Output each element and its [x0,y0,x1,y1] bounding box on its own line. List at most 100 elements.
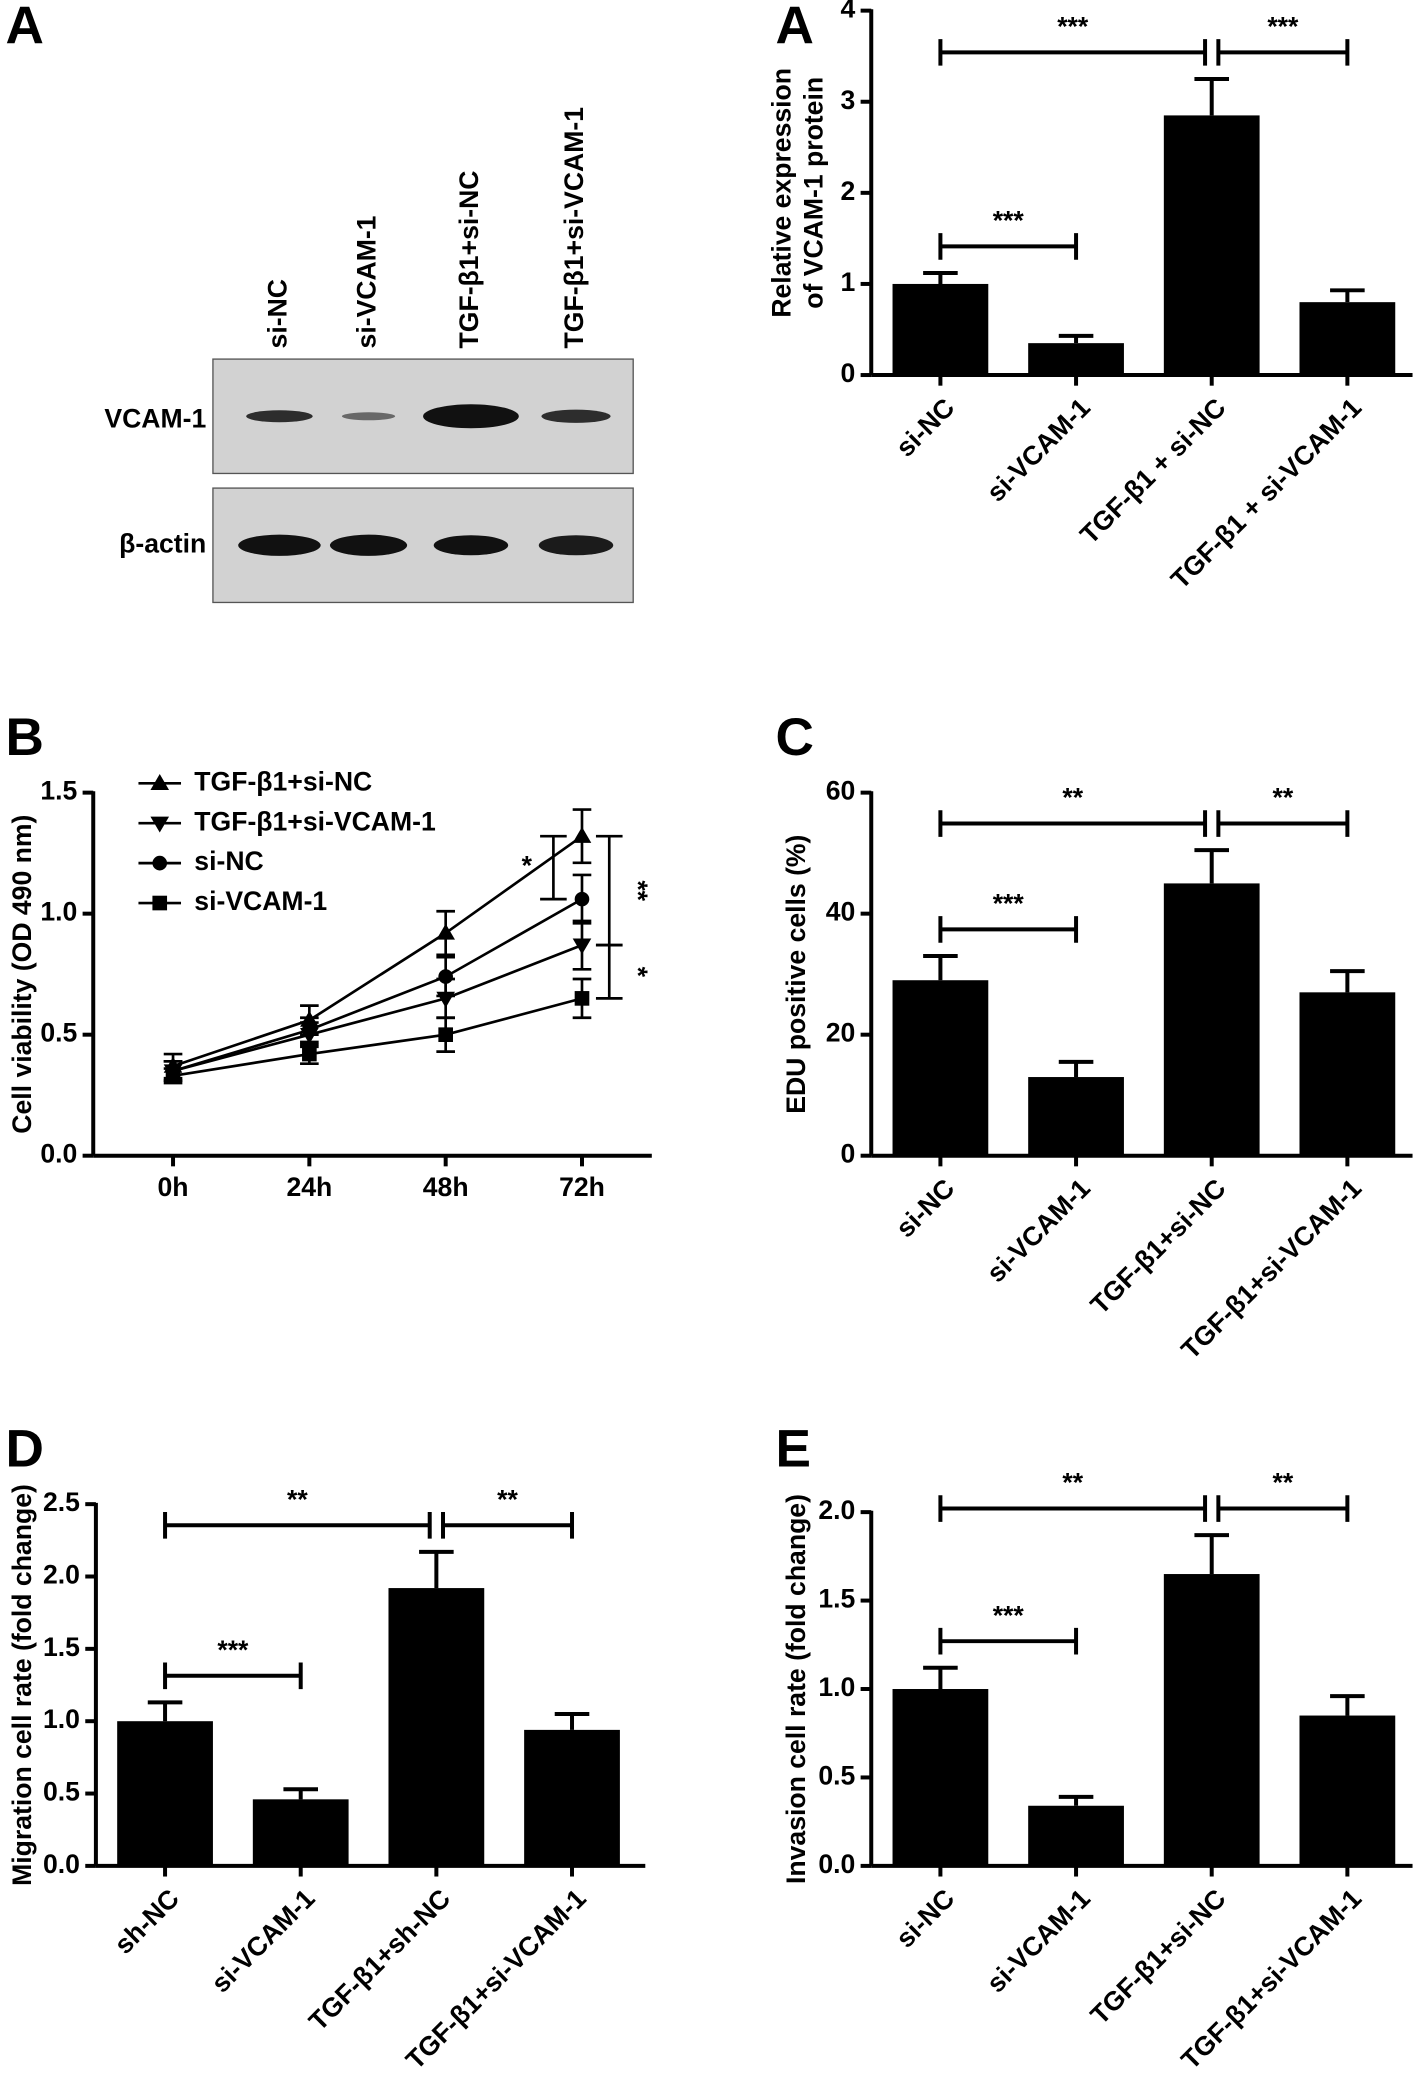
significance-label: *** [217,1635,249,1665]
legend-label: si-NC [194,846,263,876]
significance-bracket [938,916,1079,943]
significance-bracket [595,834,623,947]
x-tick-label: 72h [559,1172,605,1202]
significance-label: ** [1062,783,1083,813]
legend-marker [152,855,168,871]
significance-label: ** [497,1484,518,1514]
bar [1028,1077,1124,1156]
y-tick-label: 4 [840,0,855,24]
x-tick-label: 48h [423,1172,469,1202]
significance-bracket [1216,810,1350,837]
panel-letter: B [5,708,43,767]
x-tick-label: si-VCAM-1 [981,1173,1096,1288]
error-bar [1194,848,1230,884]
y-tick-label: 0.5 [43,1777,80,1807]
row-label: VCAM-1 [104,403,206,433]
significance-label: *** [1057,11,1089,41]
blot-band [423,404,519,429]
y-tick-label: 3 [840,85,855,115]
bar [1028,1805,1124,1866]
significance-bracket [595,943,623,1000]
significance-label: *** [993,1600,1025,1630]
x-tick-label: 24h [286,1172,332,1202]
x-tick-label: si-VCAM-1 [981,392,1096,507]
error-bar [923,954,958,981]
x-tick-label: si-NC [890,1883,960,1953]
panel-letter: D [5,1419,43,1478]
blot-band [246,410,313,423]
error-bar [419,1549,454,1589]
significance-bracket [1216,39,1350,66]
legend-marker [152,895,168,911]
error-bar [1194,1533,1230,1575]
blot-band [541,409,611,423]
y-tick-label: 1.5 [818,1584,855,1614]
lane-label: si-NC [262,279,292,348]
significance-label: *** [1267,11,1299,41]
blot-band [238,534,321,556]
error-bar [147,1700,183,1722]
legend-label: TGF-β1+si-NC [194,766,372,796]
error-bar [923,271,958,284]
bar [1299,992,1396,1156]
significance-bracket [938,810,1208,837]
series-line [172,943,583,1073]
row-label: β-actin [119,528,206,558]
legend-label: TGF-β1+si-VCAM-1 [194,806,436,836]
significance-label: * [623,967,653,978]
series-line [172,835,583,1068]
bar [1163,1574,1260,1866]
x-tick-label: si-NC [890,392,960,462]
y-tick-label: 1.0 [43,1704,80,1734]
bar [1163,883,1260,1156]
panel-letter: A [5,0,43,55]
y-tick-label: 0.0 [43,1849,80,1879]
bar [892,283,989,376]
data-point [436,923,455,940]
error-bar [283,1787,319,1800]
data-point [165,1068,181,1084]
lane-label: TGF-β1+si-NC [454,171,484,349]
x-tick-label: TGF-β1+si-NC [1085,1883,1232,2030]
y-tick-label: 20 [826,1018,856,1048]
y-tick-label: 0.0 [818,1849,855,1879]
legend-marker [150,816,170,833]
bar [1028,343,1124,376]
significance-bracket [163,1662,303,1690]
y-tick-label: 0.5 [40,1018,77,1048]
lane-label: TGF-β1+si-VCAM-1 [559,107,589,349]
bar [524,1729,620,1866]
y-tick-label: 0.5 [818,1760,855,1790]
y-axis-label: of VCAM-1 protein [798,77,828,309]
x-tick-label: 0h [158,1172,189,1202]
data-point [438,1027,453,1042]
x-tick-label: sh-NC [108,1883,185,1960]
blot-band [329,534,408,556]
significance-bracket [540,834,567,901]
y-tick-label: 2.0 [818,1495,855,1525]
data-point [572,826,592,843]
y-tick-label: 1.0 [40,897,77,927]
data-point [438,969,453,984]
y-tick-label: 1.5 [43,1632,80,1662]
series-line [172,997,583,1078]
y-axis-label: Relative expression [767,68,797,318]
series-line [172,897,583,1073]
significance-bracket [938,1495,1208,1522]
y-tick-label: 1.5 [40,776,77,806]
significance-label: *** [993,206,1025,236]
significance-label: ** [1273,1468,1294,1498]
bar [1299,1715,1396,1866]
error-bar [1058,1794,1094,1806]
significance-bracket [1216,1495,1350,1522]
y-tick-label: 1 [840,267,855,297]
error-bar [923,1665,958,1690]
y-tick-label: 2.0 [43,1560,80,1590]
error-bar [554,1711,590,1730]
significance-bracket [938,233,1079,260]
x-tick-label: TGF-β1+sh-NC [303,1883,456,2036]
significance-label: * [522,851,533,881]
blot-band [538,535,614,556]
error-bar [1058,1059,1094,1078]
